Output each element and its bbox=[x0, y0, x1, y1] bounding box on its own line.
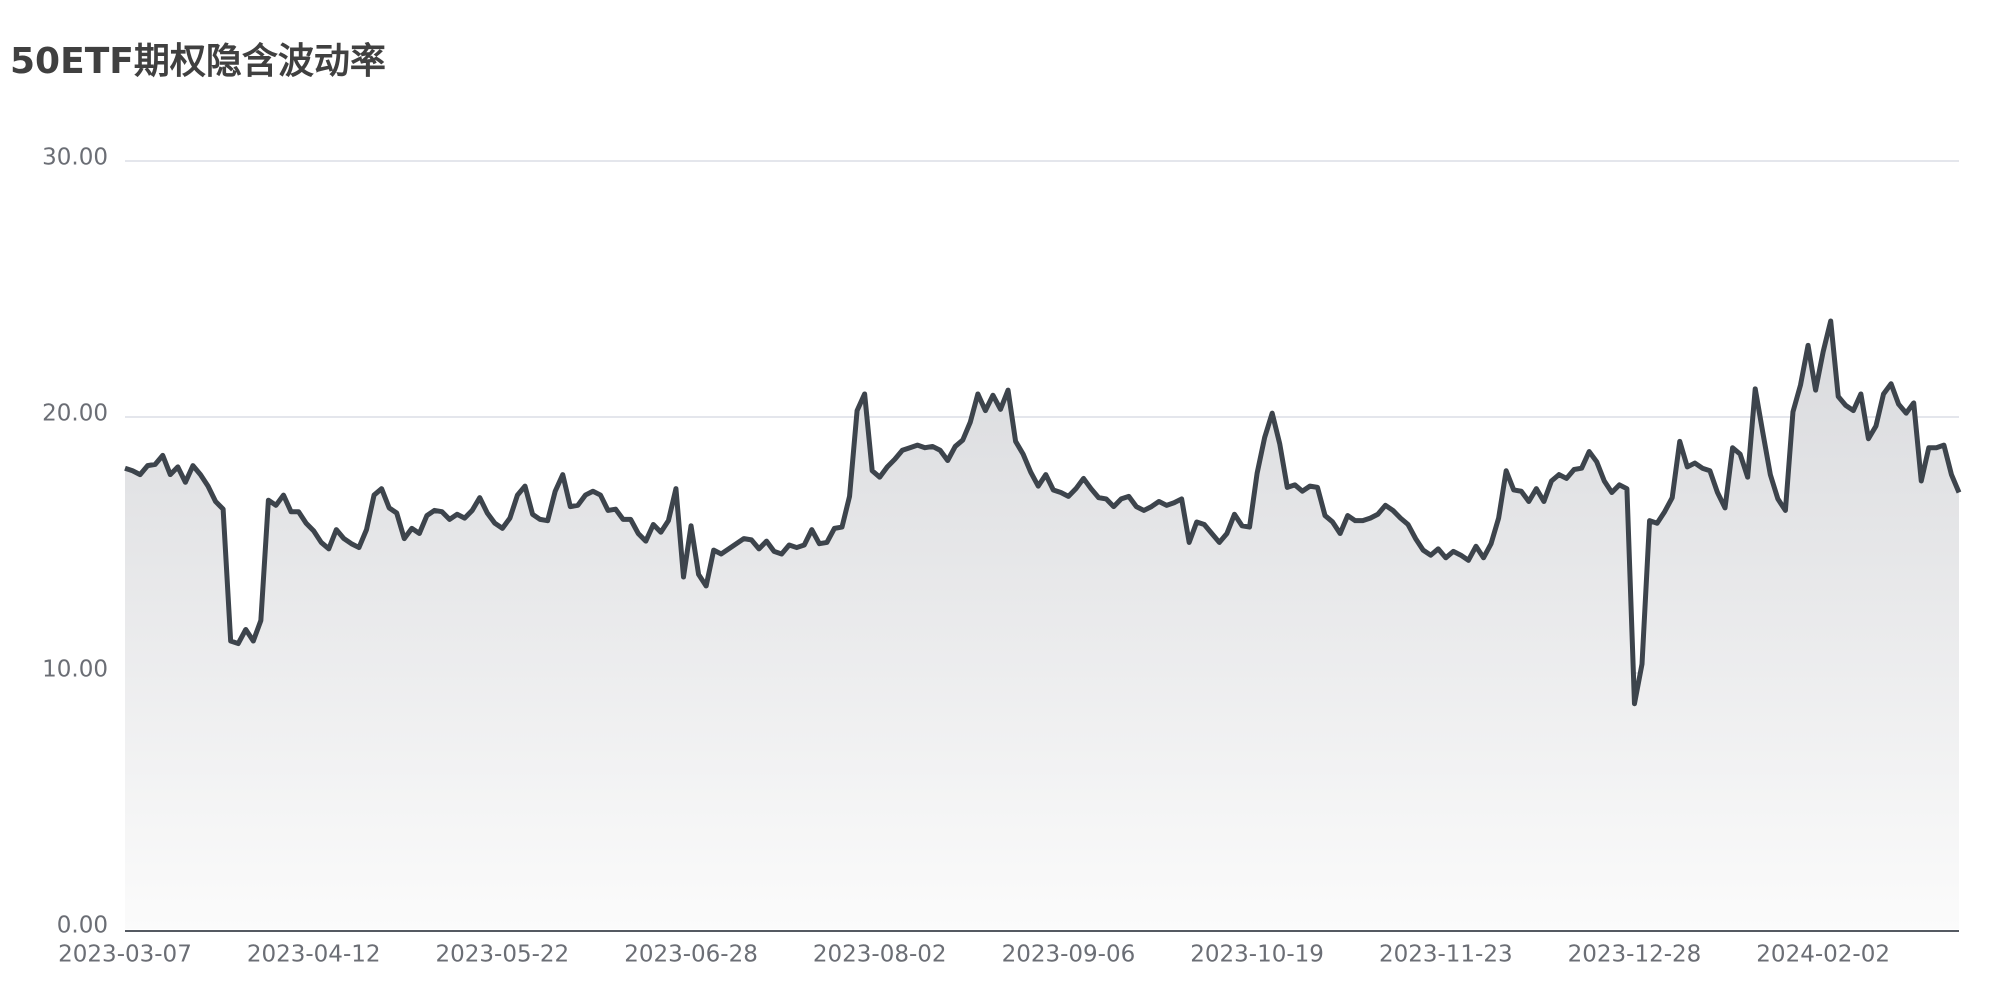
y-tick-label: 20.00 bbox=[42, 401, 108, 427]
x-tick-label: 2023-12-28 bbox=[1568, 942, 1702, 968]
x-tick-label: 2023-11-23 bbox=[1379, 942, 1513, 968]
y-tick-label: 10.00 bbox=[42, 657, 108, 683]
x-tick-label: 2023-08-02 bbox=[813, 942, 947, 968]
area bbox=[125, 321, 1959, 929]
x-tick-label: 2023-06-28 bbox=[624, 942, 758, 968]
line bbox=[124, 318, 1962, 707]
x-tick-label: 2023-09-06 bbox=[1002, 942, 1136, 968]
y-tick-label: 30.00 bbox=[42, 145, 108, 171]
x-tick-label: 2024-02-02 bbox=[1756, 942, 1890, 968]
x-tick-label: 2023-03-07 bbox=[58, 942, 192, 968]
x-tick-label: 2023-10-19 bbox=[1190, 942, 1324, 968]
x-tick-label: 2023-04-12 bbox=[247, 942, 381, 968]
x-tick-label: 2023-05-22 bbox=[436, 942, 570, 968]
chart-title: 50ETF期权隐含波动率 bbox=[10, 41, 386, 82]
y-tick-label: 0.00 bbox=[57, 913, 108, 939]
